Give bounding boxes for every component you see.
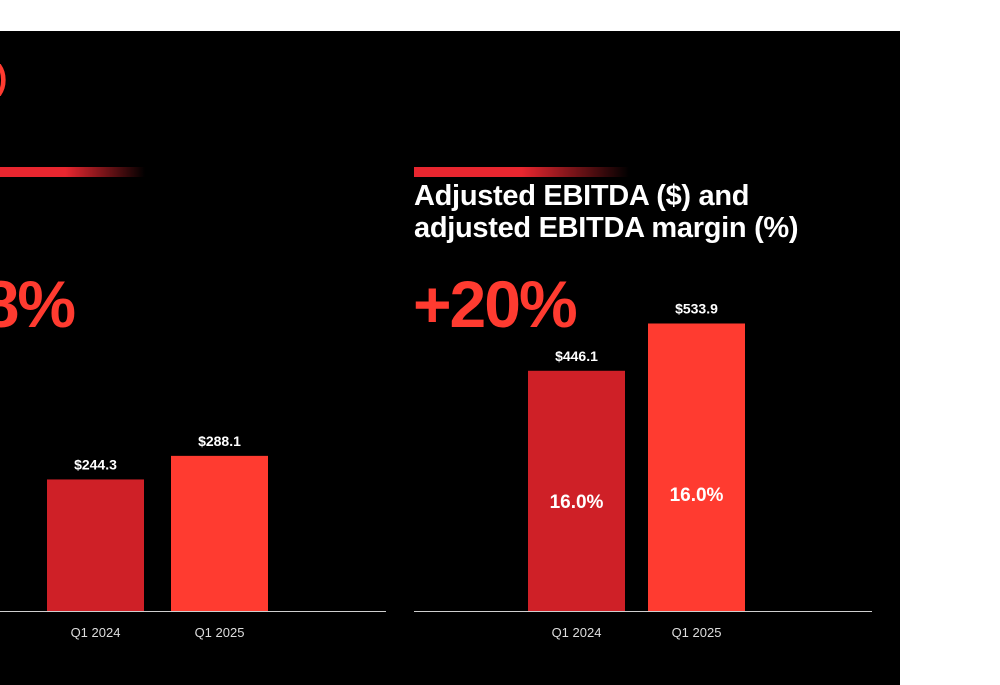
left-data-label-q1-2024: $244.3 bbox=[74, 456, 117, 472]
left-growth-percentage: 8% bbox=[0, 267, 76, 341]
bar-charts: $244.3 Q1 2024 $288.1 Q1 2025 $446.1 16.0% Q1 … bbox=[0, 300, 872, 640]
right-growth-percentage: +20% bbox=[413, 267, 578, 341]
right-x-tick-q1-2024: Q1 2024 bbox=[552, 625, 602, 640]
left-bar-q1-2025 bbox=[171, 455, 268, 611]
left-x-tick-q1-2024: Q1 2024 bbox=[71, 625, 121, 640]
right-accent-bar bbox=[414, 167, 629, 177]
right-data-label-q1-2025: $533.9 bbox=[675, 300, 718, 316]
right-x-tick-q1-2025: Q1 2025 bbox=[672, 625, 722, 640]
left-bar-q1-2024 bbox=[47, 479, 144, 611]
left-data-label-q1-2025: $288.1 bbox=[198, 433, 241, 449]
right-chart-title: Adjusted EBITDA ($) and adjusted EBITDA … bbox=[414, 180, 799, 244]
left-accent-bar bbox=[0, 167, 145, 177]
right-bar-q1-2025 bbox=[648, 323, 745, 611]
left-chart-title-fragment: ) bbox=[0, 59, 7, 98]
right-data-label-q1-2024: $446.1 bbox=[555, 348, 598, 364]
right-bar-q1-2024 bbox=[528, 370, 625, 611]
slide-background: ) Adjusted EBITDA ($) and adjusted EBITD… bbox=[0, 31, 900, 685]
right-margin-label-q1-2024: 16.0% bbox=[550, 492, 604, 513]
right-margin-label-q1-2025: 16.0% bbox=[670, 485, 724, 506]
left-x-tick-q1-2025: Q1 2025 bbox=[195, 625, 245, 640]
